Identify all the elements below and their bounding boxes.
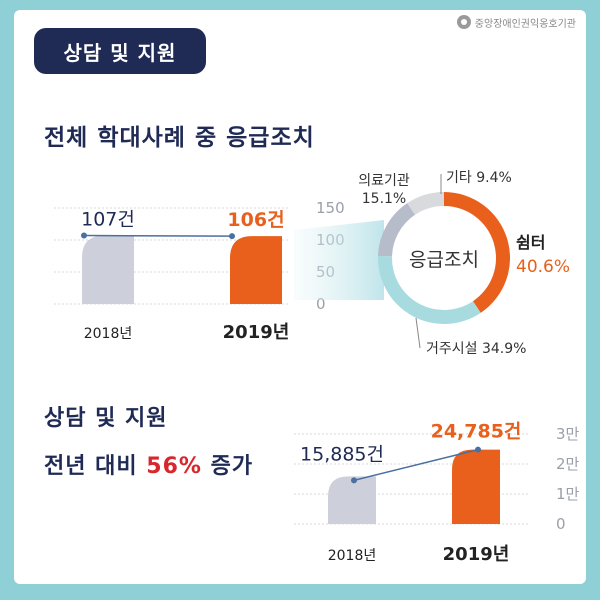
donut-slice [378, 255, 481, 324]
x-tick-label: 2019년 [443, 544, 510, 565]
slice-label: 의료기관 [358, 173, 410, 189]
logo-text: 중앙장애인권익옹호기관 [474, 18, 576, 30]
data-label: 15,885건 [300, 443, 384, 465]
donut-slice [444, 192, 510, 313]
slice-label: 거주시설 34.9% [426, 341, 526, 357]
slice-label: 기타 9.4% [446, 170, 512, 186]
bar [82, 235, 134, 304]
subtitle-pre: 전년 대비 [44, 454, 147, 479]
trend-point [81, 232, 87, 239]
x-tick-label: 2018년 [84, 326, 133, 342]
y-tick-label: 0 [556, 515, 566, 533]
section2-subtitle: 전년 대비 56% 증가 [44, 448, 253, 480]
data-label: 24,785건 [431, 421, 522, 443]
trend-line [83, 234, 233, 237]
trend-point [229, 233, 235, 240]
y-tick-label: 2만 [556, 455, 580, 473]
emergency-donut-chart: 응급조치 쉼터 40.6% 거주시설 34.9% 의료기관 15.1% 기타 9.4% [294, 170, 570, 357]
donut-center-label: 응급조치 [409, 249, 479, 271]
y-tick-label: 150 [316, 199, 345, 217]
section2-title: 상담 및 지원 [44, 406, 168, 431]
trend-point [351, 477, 357, 484]
infographic-card: 상담 및 지원 중앙장애인권익옹호기관 전체 학대사례 중 응급조치 150 10… [14, 10, 586, 584]
trend-point [475, 446, 481, 453]
leader-line [415, 317, 421, 349]
y-tick-label: 1만 [556, 485, 580, 503]
donut-slice [407, 192, 444, 215]
section-badge: 상담 및 지원 [34, 28, 206, 74]
x-tick-label: 2018년 [328, 548, 377, 564]
section1-title: 전체 학대사례 중 응급조치 [44, 125, 315, 151]
highlight-beam [294, 220, 384, 300]
flower-logo-icon [456, 15, 471, 29]
bar [328, 476, 376, 524]
data-label: 107건 [81, 209, 135, 231]
y-tick-label: 3만 [556, 425, 580, 443]
data-label: 106건 [227, 209, 284, 231]
bar [230, 236, 282, 304]
x-tick-label: 2019년 [223, 322, 290, 343]
bar [452, 449, 500, 524]
slice-value: 15.1% [362, 191, 406, 207]
slice-label: 쉼터 [516, 233, 545, 252]
counseling-bar-chart: 3만 2만 1만 0 15,885건 2018년 24,785건 2019년 [294, 421, 580, 565]
increase-rate: 56% [146, 454, 202, 479]
agency-logo: 중앙장애인권익옹호기관 [456, 14, 576, 30]
slice-value: 40.6% [516, 257, 570, 277]
y-tick-label: 0 [316, 295, 326, 313]
trend-line [353, 448, 479, 482]
donut-slice [378, 203, 416, 257]
subtitle-post: 증가 [201, 454, 254, 479]
